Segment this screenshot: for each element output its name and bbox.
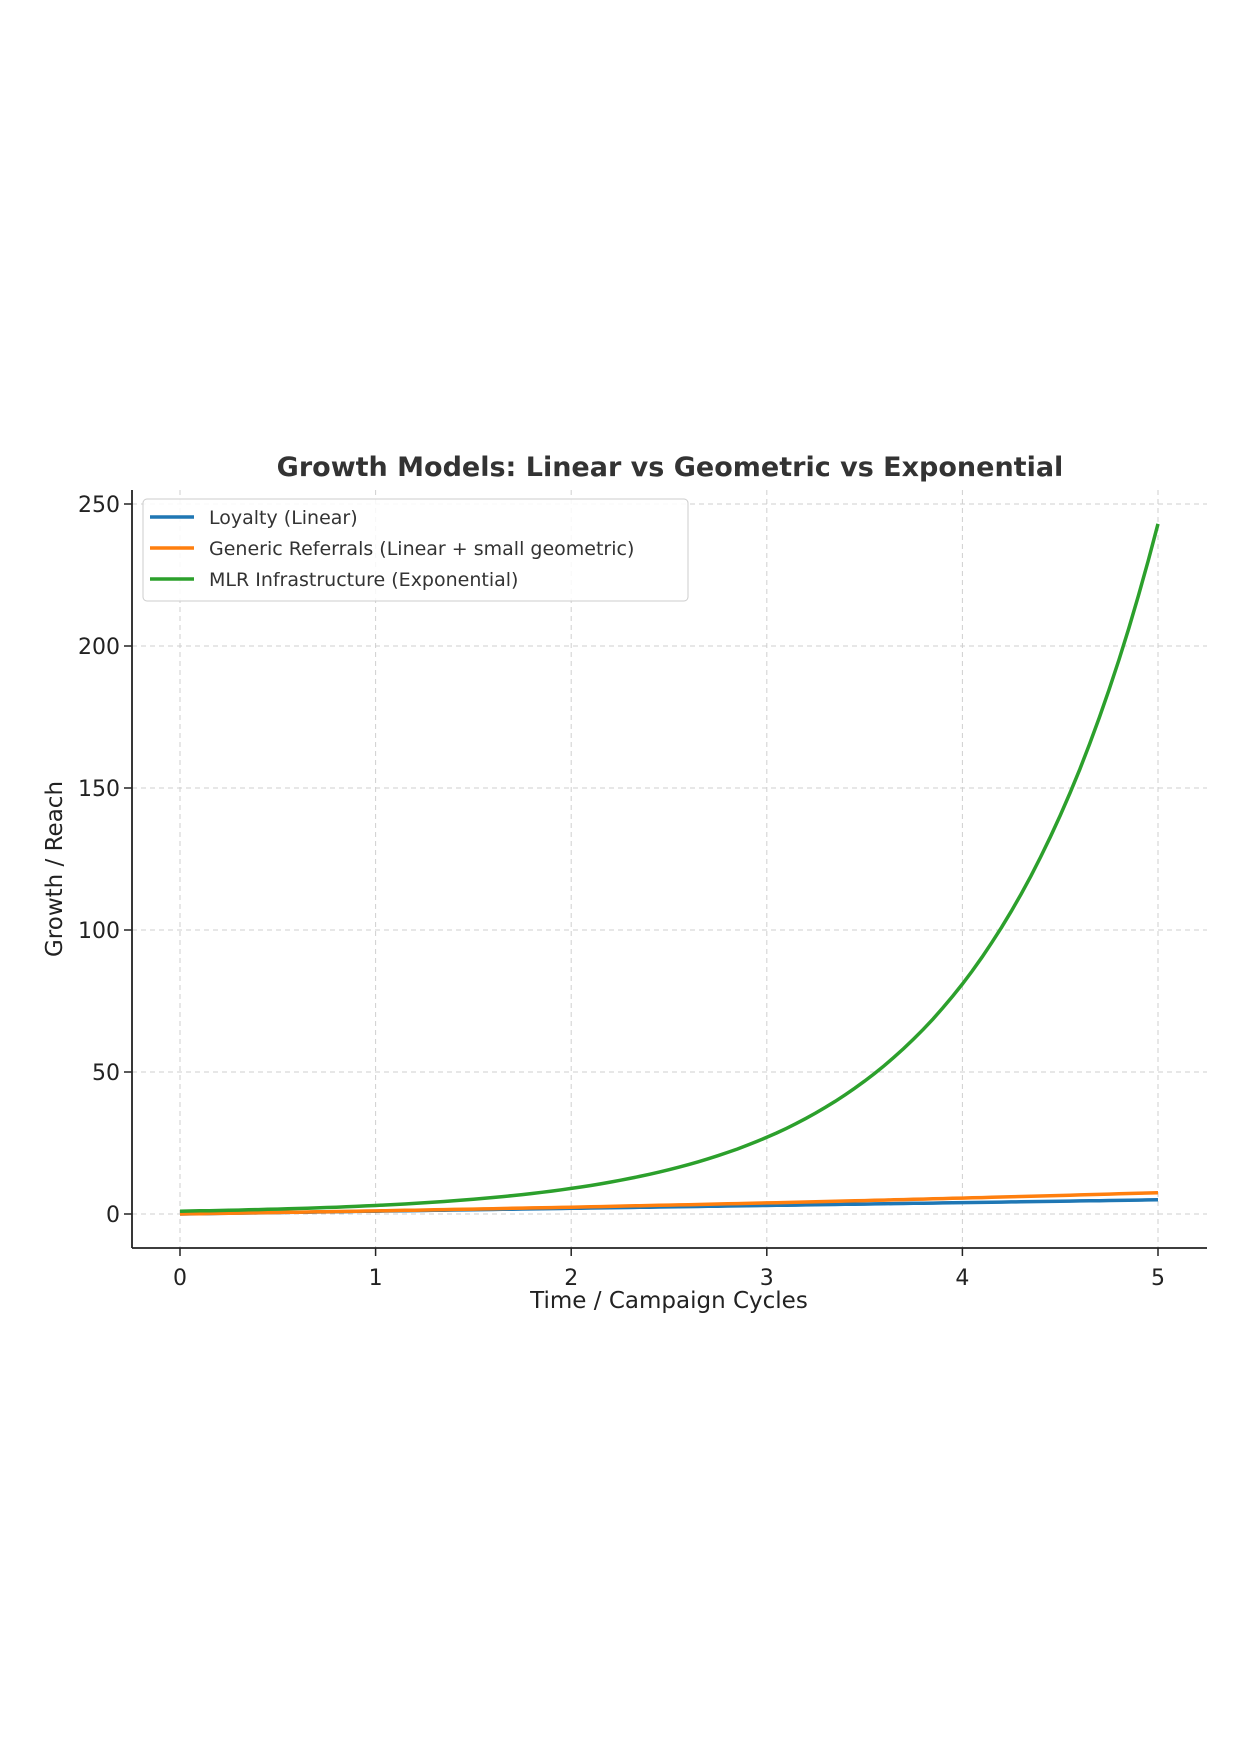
x-tick-label: 2 bbox=[564, 1266, 578, 1291]
chart-title: Growth Models: Linear vs Geometric vs Ex… bbox=[277, 452, 1064, 483]
y-tick-label: 150 bbox=[78, 777, 120, 802]
x-tick-label: 5 bbox=[1151, 1266, 1165, 1291]
legend-label: Generic Referrals (Linear + small geomet… bbox=[209, 538, 634, 560]
legend-box bbox=[142, 498, 689, 602]
legend-label: MLR Infrastructure (Exponential) bbox=[209, 569, 518, 591]
x-tick-label: 3 bbox=[760, 1266, 774, 1291]
legend-label: Loyalty (Linear) bbox=[209, 507, 358, 529]
x-tick-label: 0 bbox=[173, 1266, 187, 1291]
x-axis-label: Time / Campaign Cycles bbox=[529, 1288, 808, 1314]
legend: Loyalty (Linear) Generic Referrals (Linea… bbox=[142, 498, 689, 602]
y-tick-label: 50 bbox=[92, 1061, 120, 1086]
y-tick-label: 200 bbox=[78, 635, 120, 660]
series-line-3 bbox=[179, 523, 1160, 1213]
y-tick-label: 250 bbox=[78, 493, 120, 518]
y-tick-label: 100 bbox=[78, 919, 120, 944]
x-tick-label: 1 bbox=[369, 1266, 383, 1291]
x-tick-label: 4 bbox=[955, 1266, 969, 1291]
series-line-2 bbox=[179, 1190, 1159, 1216]
y-tick-label: 0 bbox=[106, 1203, 120, 1228]
y-axis-label: Growth / Reach bbox=[42, 781, 68, 957]
